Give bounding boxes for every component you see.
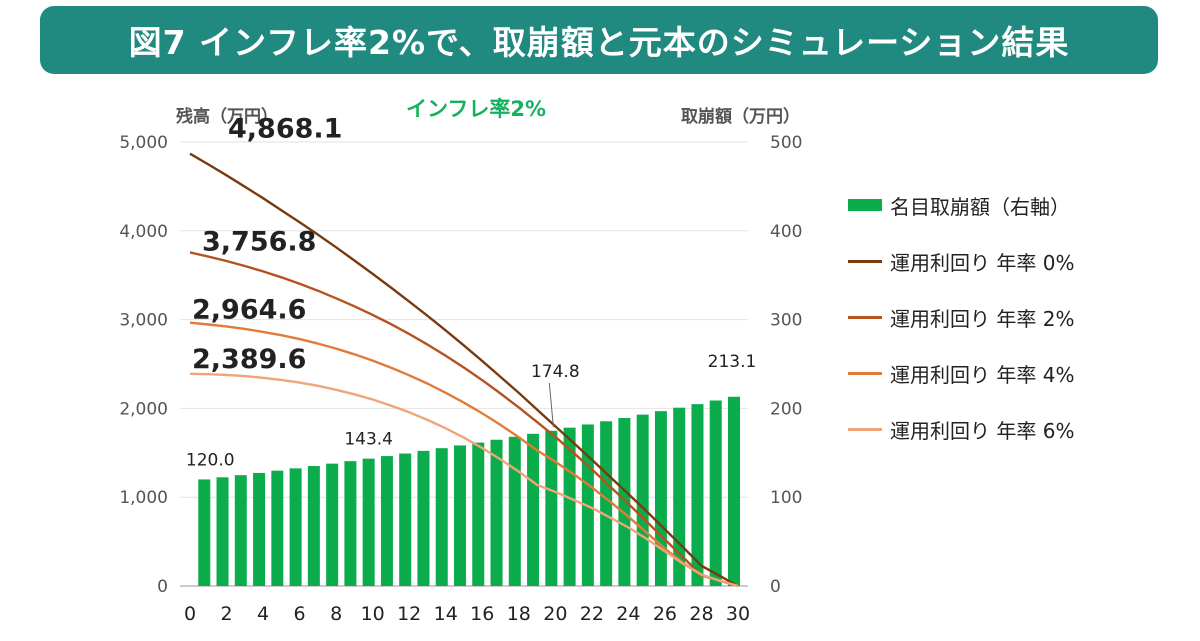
line-start-label: 3,756.8 <box>202 226 316 257</box>
x-axis-tick-label: 26 <box>653 603 677 625</box>
page-title-banner: 図7 インフレ率2%で、取崩額と元本のシミュレーション結果 <box>40 6 1158 74</box>
bar-withdrawal <box>271 470 284 586</box>
bar-withdrawal <box>362 458 375 586</box>
line-start-label: 4,868.1 <box>228 114 342 145</box>
bar-withdrawal <box>709 400 722 586</box>
bar-withdrawal <box>508 436 521 586</box>
line-start-label: 2,389.6 <box>192 344 306 375</box>
left-axis-tick-label: 5,000 <box>119 133 168 153</box>
bar-withdrawal <box>344 461 357 586</box>
right-axis-tick-label: 300 <box>770 311 802 331</box>
x-axis-tick-label: 10 <box>361 603 385 625</box>
legend-swatch <box>848 427 882 431</box>
line-start-label: 2,964.6 <box>192 295 306 326</box>
annotation-leader-line <box>548 382 554 427</box>
bar-withdrawal <box>691 404 704 586</box>
x-axis-tick-label: 18 <box>507 603 531 625</box>
legend-label: 名目取崩額（右軸） <box>890 194 1070 219</box>
left-axis-tick-label: 0 <box>157 577 168 597</box>
bar-withdrawal <box>600 421 613 586</box>
legend-swatch <box>848 199 882 211</box>
x-axis-tick-label: 28 <box>689 603 713 625</box>
line-series-1 <box>189 251 739 588</box>
bar-withdrawal <box>545 430 558 586</box>
bar-value-label: 120.0 <box>186 450 235 470</box>
bar-withdrawal <box>454 445 466 586</box>
x-axis-tick-label: 14 <box>434 603 458 625</box>
right-axis-title: 取崩額（万円） <box>681 106 800 127</box>
bar-withdrawal <box>289 468 302 586</box>
bar-withdrawal <box>490 439 503 586</box>
bar-withdrawal <box>307 466 320 586</box>
left-axis-tick-label: 2,000 <box>119 399 168 419</box>
right-axis-tick-label: 200 <box>770 399 802 419</box>
bar-withdrawal <box>728 396 740 586</box>
bar-withdrawal <box>563 427 576 586</box>
legend-item: 運用利回り 年率 0% <box>848 246 1074 276</box>
bar-value-label: 174.8 <box>531 362 580 382</box>
bar-withdrawal <box>636 414 649 586</box>
x-axis-tick-label: 12 <box>397 603 421 625</box>
bar-value-label: 213.1 <box>708 352 757 372</box>
x-axis-tick-label: 30 <box>726 603 750 625</box>
legend-item: 運用利回り 年率 6% <box>848 414 1074 444</box>
line-series-0 <box>189 152 739 588</box>
legend-label: 運用利回り 年率 0% <box>890 250 1075 275</box>
legend-item: 名目取崩額（右軸） <box>848 190 1070 220</box>
left-axis-title: 残高（万円） <box>176 106 278 127</box>
bar-withdrawal <box>198 479 211 586</box>
bar-withdrawal <box>234 475 247 586</box>
legend-swatch <box>848 371 882 375</box>
page-title: 図7 インフレ率2%で、取崩額と元本のシミュレーション結果 <box>128 23 1070 62</box>
bar-withdrawal <box>527 433 540 586</box>
bar-withdrawal <box>417 450 430 586</box>
bar-withdrawal <box>326 463 339 586</box>
left-axis-tick-label: 1,000 <box>119 488 168 508</box>
legend-swatch <box>848 259 882 263</box>
bar-withdrawal <box>654 411 667 586</box>
right-axis-tick-label: 500 <box>770 133 802 153</box>
bar-withdrawal <box>472 442 485 586</box>
x-axis-tick-label: 20 <box>543 603 567 625</box>
left-axis-tick-label: 3,000 <box>119 311 168 331</box>
x-axis-tick-label: 8 <box>330 603 342 625</box>
x-axis-tick-label: 0 <box>184 603 196 625</box>
legend-label: 運用利回り 年率 6% <box>890 418 1075 443</box>
bar-withdrawal <box>618 417 631 586</box>
bar-withdrawal <box>399 453 412 586</box>
legend-item: 運用利回り 年率 2% <box>848 302 1074 332</box>
x-axis-tick-label: 2 <box>220 603 232 625</box>
left-axis-tick-label: 4,000 <box>119 222 168 242</box>
legend-item: 運用利回り 年率 4% <box>848 358 1074 388</box>
bar-withdrawal <box>253 472 266 586</box>
right-axis-tick-label: 100 <box>770 488 802 508</box>
bar-withdrawal <box>216 477 229 586</box>
bar-value-label: 143.4 <box>344 430 393 450</box>
right-axis-tick-label: 400 <box>770 222 802 242</box>
x-axis-tick-label: 24 <box>616 603 640 625</box>
chart-title: インフレ率2% <box>406 97 546 121</box>
x-axis-tick-label: 22 <box>580 603 604 625</box>
line-series-2 <box>189 321 739 588</box>
x-axis-tick-label: 6 <box>294 603 306 625</box>
bar-withdrawal <box>380 456 393 586</box>
x-axis-tick-label: 16 <box>470 603 494 625</box>
legend-label: 運用利回り 年率 4% <box>890 362 1075 387</box>
legend-label: 運用利回り 年率 2% <box>890 306 1075 331</box>
bar-withdrawal <box>435 448 448 586</box>
right-axis-tick-label: 0 <box>770 577 781 597</box>
legend-swatch <box>848 315 882 319</box>
x-axis-tick-label: 4 <box>257 603 269 625</box>
line-series-3 <box>189 372 739 588</box>
